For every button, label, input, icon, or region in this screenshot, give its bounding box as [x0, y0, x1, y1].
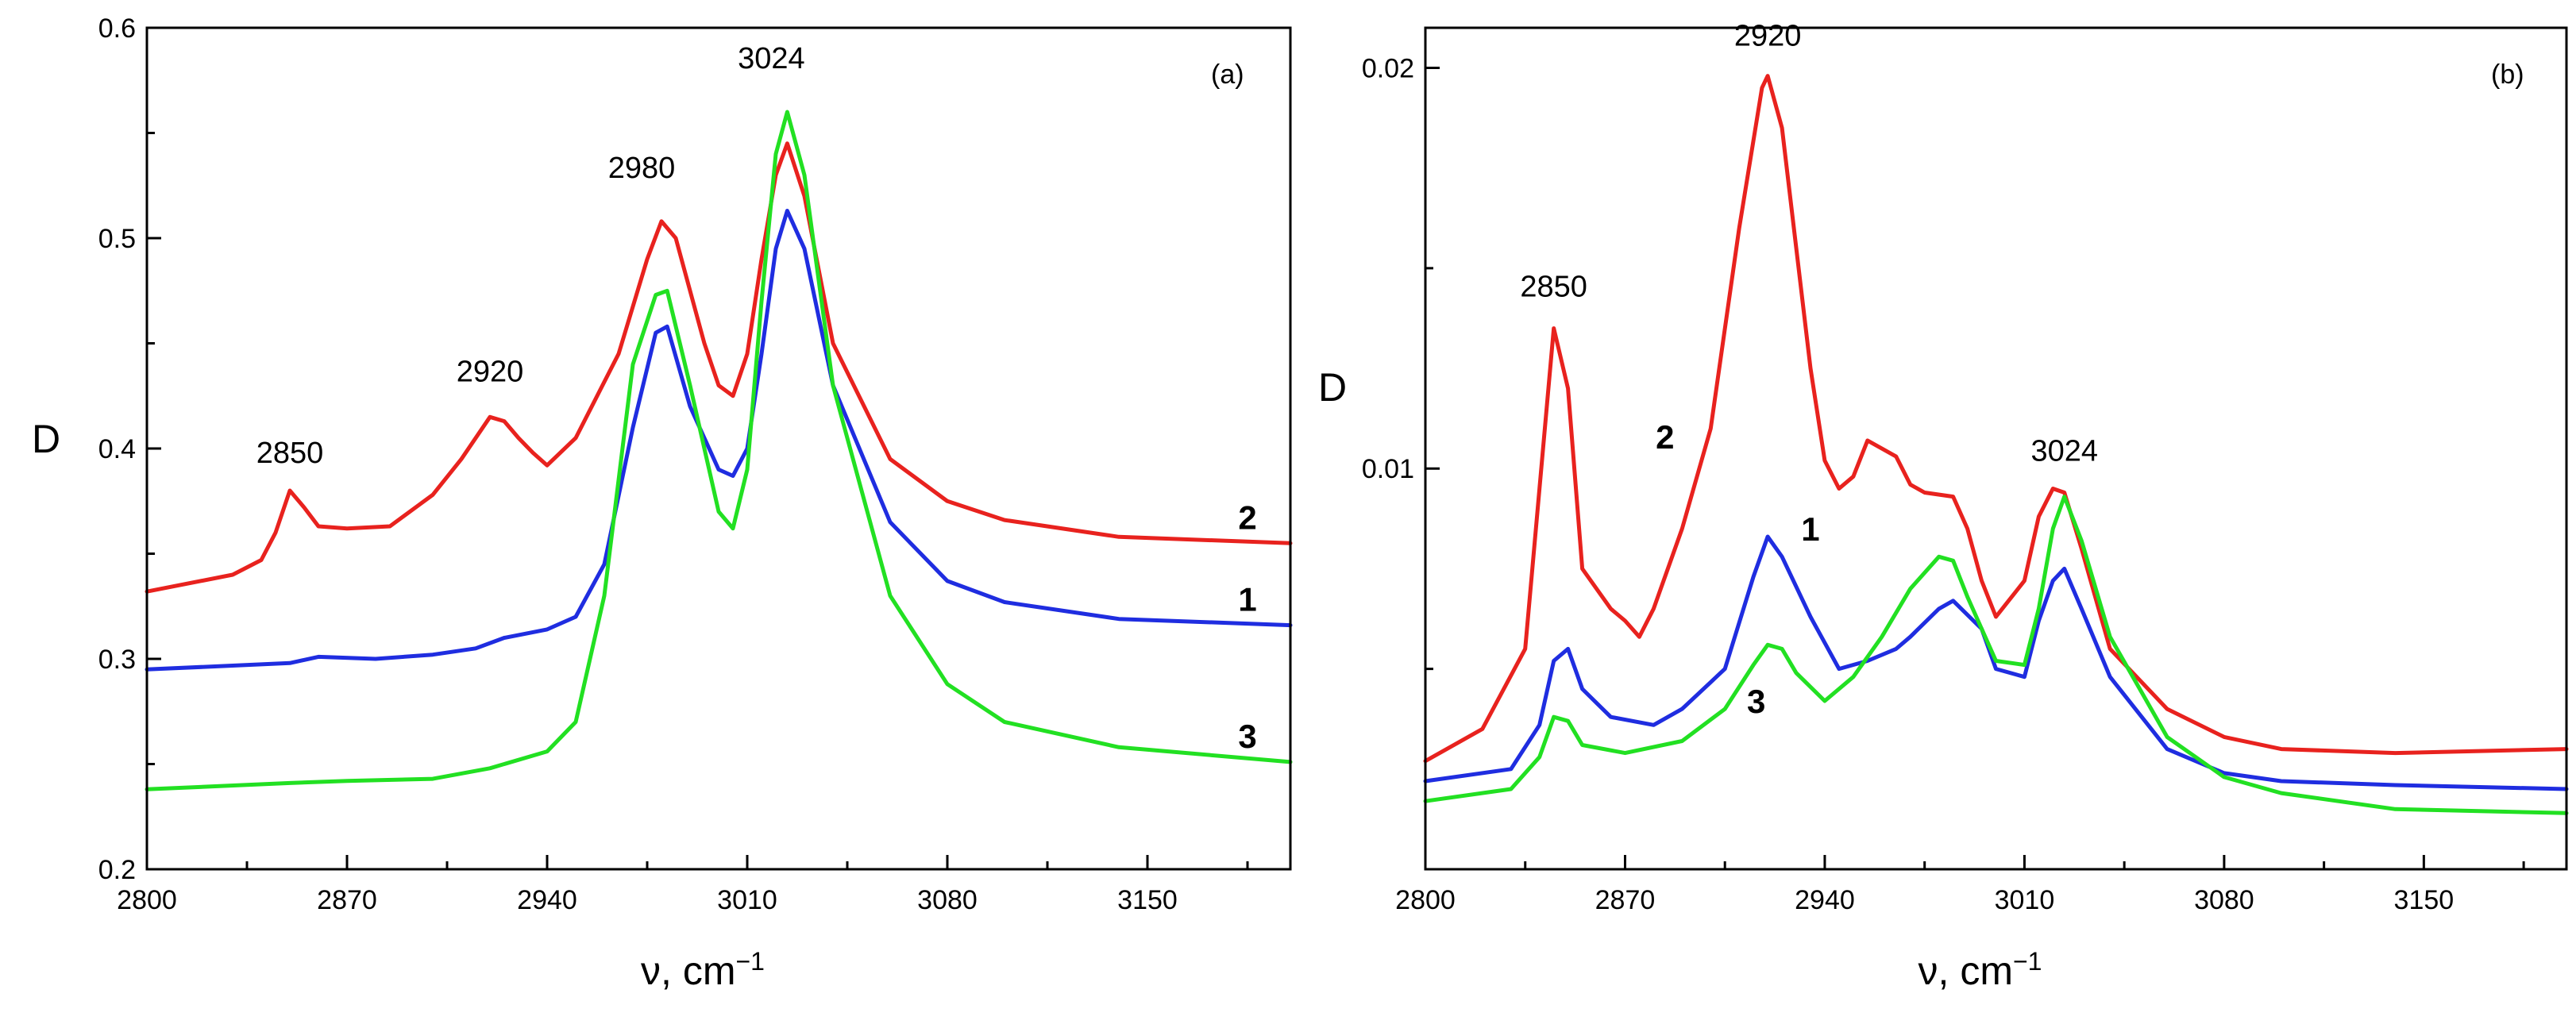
- x-axis: 2800 2870 2940 3010 3080 3150: [117, 855, 1249, 915]
- y-tick-label: 0.3: [98, 645, 136, 675]
- chart-panel-a: 2800 2870 2940 3010 3080 3150 0.2 0.3 0.4 0.5 0.6 ν…: [32, 13, 1293, 993]
- series-2-line: [145, 141, 1293, 594]
- y-tick-label: 0.01: [1362, 454, 1414, 484]
- y-axis-label: D: [1318, 365, 1347, 410]
- x-axis-label-exponent: −1: [735, 947, 764, 976]
- curve-label-2: 2: [1656, 418, 1674, 456]
- peak-annotation: 3024: [2030, 434, 2098, 468]
- plot-frame: [1424, 26, 2568, 871]
- y-tick-label: 0.5: [98, 224, 136, 254]
- x-axis-label-exponent: −1: [2013, 947, 2042, 976]
- peak-annotation: 2920: [1734, 20, 1802, 53]
- x-tick-label: 2800: [1395, 885, 1456, 915]
- y-tick-label: 0.2: [98, 855, 136, 885]
- x-tick-label: 3150: [2394, 885, 2455, 915]
- y-axis: 0.2 0.3 0.4 0.5 0.6: [98, 13, 161, 885]
- peak-annotation: 2920: [457, 355, 524, 388]
- x-tick-label: 2940: [517, 885, 577, 915]
- x-tick-label: 2870: [1595, 885, 1656, 915]
- y-tick-label: 0.4: [98, 434, 136, 464]
- x-tick-label: 2870: [317, 885, 377, 915]
- peak-annotation: 2980: [608, 152, 676, 185]
- x-axis-label: ν, cm−1: [641, 947, 765, 993]
- peak-annotation: 3024: [738, 42, 805, 75]
- peak-annotation: 2850: [256, 437, 324, 470]
- y-axis-label: D: [32, 417, 60, 461]
- x-tick-label: 3080: [917, 885, 978, 915]
- x-tick-label: 2800: [117, 885, 177, 915]
- curve-label-3: 3: [1238, 718, 1256, 755]
- series-3-line: [1423, 495, 2569, 815]
- x-tick-label: 3010: [1995, 885, 2055, 915]
- curve-label-1: 1: [1801, 510, 1819, 548]
- x-tick-label: 3010: [717, 885, 777, 915]
- peak-annotation: 2850: [1520, 271, 1587, 304]
- chart-panel-b: 2800 2870 2940 3010 3080 3150 0.01 0.02 ν, cm−1 D…: [1318, 20, 2569, 993]
- panel-label: (a): [1211, 60, 1244, 90]
- y-tick-label: 0.02: [1362, 53, 1414, 83]
- x-tick-label: 3150: [1117, 885, 1178, 915]
- y-axis: 0.01 0.02: [1362, 53, 1440, 671]
- x-axis-label: ν, cm−1: [1919, 947, 2042, 993]
- y-tick-label: 0.6: [98, 13, 136, 44]
- series-3-line: [145, 110, 1293, 791]
- x-axis: 2800 2870 2940 3010 3080 3150: [1395, 855, 2525, 915]
- curve-label-2: 2: [1238, 499, 1256, 536]
- x-tick-label: 2940: [1795, 885, 1855, 915]
- series-1-line: [145, 209, 1293, 672]
- x-tick-label: 3080: [2194, 885, 2254, 915]
- curve-label-1: 1: [1238, 581, 1256, 618]
- curve-label-3: 3: [1747, 683, 1765, 720]
- series-1-line: [1423, 534, 2569, 791]
- panel-label: (b): [2491, 60, 2524, 90]
